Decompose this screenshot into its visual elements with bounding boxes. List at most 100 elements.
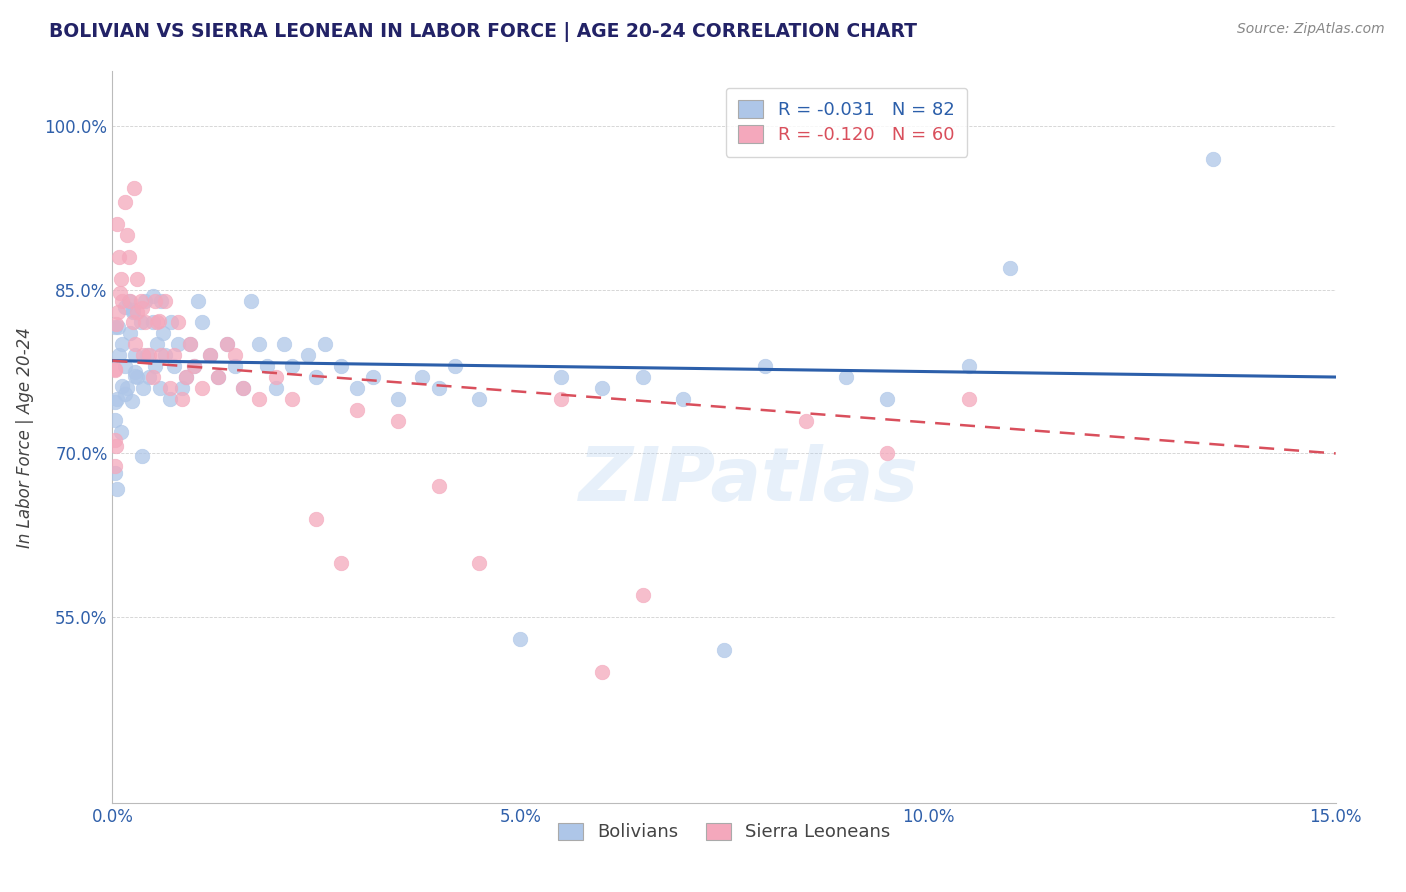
Point xyxy=(631,370,654,384)
Point xyxy=(134,315,156,329)
Point xyxy=(105,217,128,231)
Point xyxy=(264,381,287,395)
Point xyxy=(104,412,127,426)
Point xyxy=(179,337,201,351)
Point xyxy=(170,381,193,395)
Y-axis label: In Labor Force | Age 20-24: In Labor Force | Age 20-24 xyxy=(15,326,34,548)
Point xyxy=(591,665,613,679)
Point xyxy=(124,365,146,379)
Point xyxy=(297,348,319,362)
Point xyxy=(114,387,136,401)
Point xyxy=(114,300,136,314)
Point xyxy=(108,348,131,362)
Point xyxy=(411,370,433,384)
Point xyxy=(105,482,128,496)
Text: ZIPatlas: ZIPatlas xyxy=(578,444,918,517)
Point xyxy=(232,381,254,395)
Text: Source: ZipAtlas.com: Source: ZipAtlas.com xyxy=(1237,22,1385,37)
Point xyxy=(104,466,127,480)
Point xyxy=(957,359,980,373)
Point xyxy=(105,317,128,331)
Point xyxy=(468,556,491,570)
Point xyxy=(122,315,145,329)
Point xyxy=(281,392,304,406)
Point xyxy=(281,359,304,373)
Point xyxy=(129,315,152,329)
Point xyxy=(224,348,246,362)
Point xyxy=(305,370,328,384)
Point xyxy=(163,359,186,373)
Point xyxy=(183,359,205,373)
Point xyxy=(346,381,368,395)
Point xyxy=(124,348,146,362)
Point xyxy=(104,434,127,448)
Point xyxy=(138,348,160,362)
Point xyxy=(124,337,146,351)
Point xyxy=(754,359,776,373)
Point xyxy=(122,303,145,318)
Point xyxy=(142,289,165,303)
Point xyxy=(240,293,263,308)
Point xyxy=(174,370,197,384)
Point xyxy=(142,370,165,384)
Point xyxy=(166,337,188,351)
Point xyxy=(631,588,654,602)
Point xyxy=(142,315,165,329)
Point xyxy=(111,337,134,351)
Point xyxy=(179,337,201,351)
Point xyxy=(672,392,695,406)
Point xyxy=(105,392,128,406)
Point xyxy=(427,479,450,493)
Point xyxy=(115,381,138,395)
Point xyxy=(224,359,246,373)
Point xyxy=(111,293,134,308)
Point xyxy=(143,359,166,373)
Point xyxy=(146,337,169,351)
Point xyxy=(232,381,254,395)
Point xyxy=(207,370,229,384)
Point xyxy=(118,293,141,308)
Point xyxy=(273,337,295,351)
Point xyxy=(110,272,132,286)
Point xyxy=(170,392,193,406)
Point xyxy=(794,414,817,428)
Point xyxy=(215,337,238,351)
Point xyxy=(124,368,146,383)
Point xyxy=(876,392,898,406)
Point xyxy=(118,250,141,264)
Point xyxy=(104,363,127,377)
Point xyxy=(104,319,127,334)
Point xyxy=(125,272,148,286)
Point xyxy=(247,392,270,406)
Point xyxy=(835,370,858,384)
Point xyxy=(120,293,142,308)
Point xyxy=(387,414,409,428)
Point xyxy=(305,512,328,526)
Point xyxy=(1202,152,1225,166)
Point xyxy=(110,425,132,439)
Point xyxy=(713,643,735,657)
Point xyxy=(200,348,222,362)
Point xyxy=(122,304,145,318)
Point xyxy=(256,359,278,373)
Point xyxy=(104,361,127,376)
Point xyxy=(107,320,129,334)
Point xyxy=(115,228,138,243)
Point xyxy=(191,315,214,329)
Point xyxy=(187,293,209,308)
Point xyxy=(957,392,980,406)
Point xyxy=(509,632,531,646)
Point xyxy=(159,381,181,395)
Point xyxy=(387,392,409,406)
Point xyxy=(138,370,160,384)
Point xyxy=(114,195,136,210)
Point xyxy=(264,370,287,384)
Point xyxy=(125,304,148,318)
Point xyxy=(108,286,131,301)
Point xyxy=(200,348,222,362)
Point xyxy=(159,392,181,406)
Point xyxy=(329,359,352,373)
Point xyxy=(155,293,177,308)
Point xyxy=(329,556,352,570)
Point xyxy=(149,381,172,395)
